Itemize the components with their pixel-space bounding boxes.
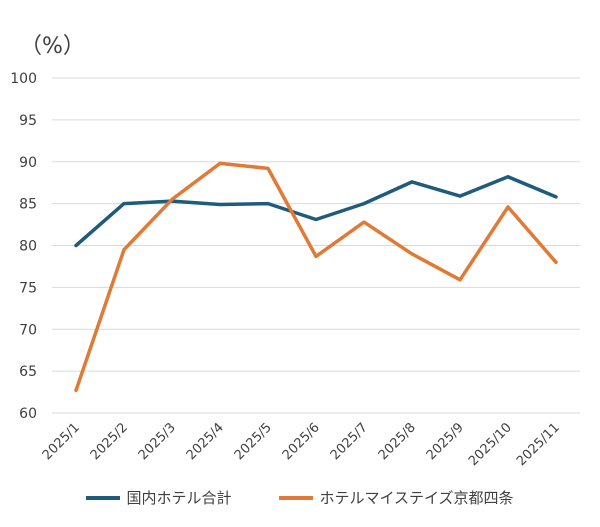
legend-label-kyoto-shijo: ホテルマイステイズ京都四条 [319,489,514,507]
legend-label-domestic: 国内ホテル合計 [126,489,232,507]
y-tick-label: 85 [19,197,37,213]
x-tick-label: 2025/6 [280,420,323,463]
y-axis-ticks: 60 65 70 75 80 85 90 95 100 [10,71,37,422]
x-tick-label: 2025/7 [328,420,371,463]
y-tick-label: 65 [19,364,37,380]
y-tick-label: 95 [19,113,37,129]
gridlines [52,77,580,414]
series-line-0 [74,175,558,248]
legend: 国内ホテル合計 ホテルマイステイズ京都四条 [0,487,600,508]
x-tick-label: 2025/9 [424,420,467,463]
x-axis-ticks: 2025/1 2025/2 2025/3 2025/4 2025/5 2025/6 2025… [40,420,563,469]
y-unit-label: （%） [20,34,85,59]
x-tick-label: 2025/5 [232,420,275,463]
series-line-1 [74,161,558,393]
y-tick-label: 80 [19,239,37,255]
y-tick-label: 90 [19,155,37,171]
x-tick-label: 2025/1 [40,420,83,463]
legend-swatch-domestic [86,495,121,500]
x-tick-label: 2025/10 [466,420,515,469]
y-tick-label: 60 [19,406,37,422]
x-tick-label: 2025/11 [514,420,563,469]
y-tick-label: 100 [10,71,37,87]
x-tick-label: 2025/3 [136,420,179,463]
legend-swatch-kyoto-shijo [279,495,314,500]
series-lines [74,161,558,393]
y-tick-label: 70 [19,322,37,338]
legend-item-domestic: 国内ホテル合計 [86,487,231,508]
x-tick-label: 2025/2 [88,420,131,463]
x-tick-label: 2025/4 [184,420,227,463]
x-tick-label: 2025/8 [376,420,419,463]
legend-item-kyoto-shijo: ホテルマイステイズ京都四条 [279,487,514,508]
y-tick-label: 75 [19,280,37,296]
